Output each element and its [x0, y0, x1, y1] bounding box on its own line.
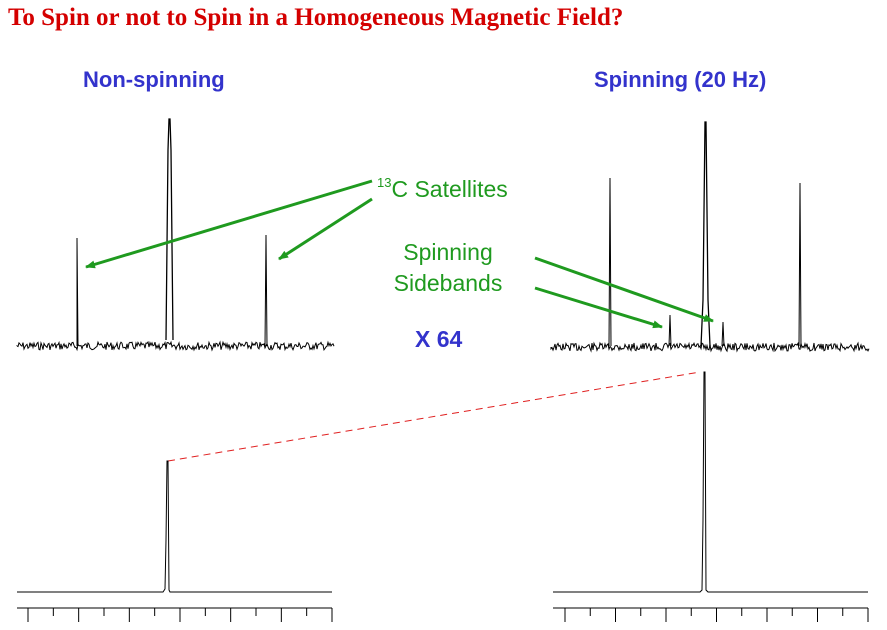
satellites-text: C Satellites [391, 176, 508, 202]
spinning-satellite-left-peak [608, 177, 612, 347]
scale-factor-label: X 64 [415, 326, 463, 352]
non-spinning-satellite-right-peak [264, 234, 268, 347]
spinning-full-spectrum [553, 371, 868, 593]
non-spinning-main-peak [165, 118, 174, 341]
non-spinning-label: Non-spinning [83, 67, 225, 92]
c13-satellites-label: 13C Satellites [377, 175, 508, 203]
spinning-sideband-right [721, 321, 725, 347]
zoom-dashed-line [167, 371, 701, 462]
sidebands-arrow-lower [534, 286, 663, 329]
sidebands-line-2: Sidebands [393, 270, 503, 296]
satellites-arrow-right [278, 197, 373, 261]
spinning-main-peak [700, 121, 711, 347]
spinning-axis-ticks [564, 608, 869, 622]
spinning-sideband-left [668, 314, 672, 347]
non-spinning-axis-ticks [27, 608, 333, 622]
spinning-satellite-right-peak [798, 182, 802, 347]
sidebands-arrow-upper [534, 256, 714, 323]
slide-title: To Spin or not to Spin in a Homogeneous … [8, 4, 624, 31]
non-spinning-satellite-left-peak [76, 237, 79, 347]
sidebands-line-1: Spinning [403, 239, 493, 265]
satellites-superscript: 13 [377, 175, 392, 190]
non-spinning-full-spectrum [17, 460, 332, 593]
satellites-arrow-left [85, 179, 373, 269]
spinning-expanded-spectrum [550, 341, 870, 353]
spinning-label: Spinning (20 Hz) [594, 67, 767, 92]
spinning-sidebands-label: Spinning Sidebands [388, 239, 508, 297]
non-spinning-expanded-spectrum [16, 340, 335, 352]
